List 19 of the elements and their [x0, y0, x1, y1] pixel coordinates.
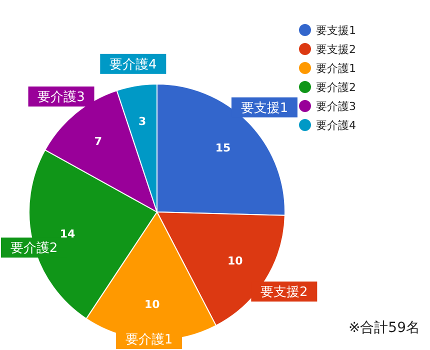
data-label: 10 [144, 298, 160, 311]
data-label: 7 [94, 134, 102, 148]
slice-label: 要介護4 [110, 57, 157, 72]
data-label: 14 [60, 228, 76, 241]
slice-label: 要介護2 [10, 241, 58, 256]
legend-label: 要支援2 [316, 42, 356, 56]
legend-label: 要介護1 [316, 62, 356, 75]
slice-label: 要支援2 [260, 285, 308, 300]
data-label: 10 [227, 254, 244, 268]
slice-label: 要支援1 [240, 100, 288, 116]
legend-label: 要介護2 [316, 80, 356, 94]
slice-label: 要介護1 [125, 332, 173, 348]
slice-label: 要介護3 [38, 90, 85, 106]
data-label: 15 [215, 142, 231, 155]
legend-label: 要介護3 [316, 100, 356, 113]
legend-label: 要支援1 [316, 24, 356, 37]
text: ※合計59名 [348, 320, 420, 336]
data-label: 3 [138, 114, 146, 128]
legend-label: 要介護4 [316, 118, 356, 132]
